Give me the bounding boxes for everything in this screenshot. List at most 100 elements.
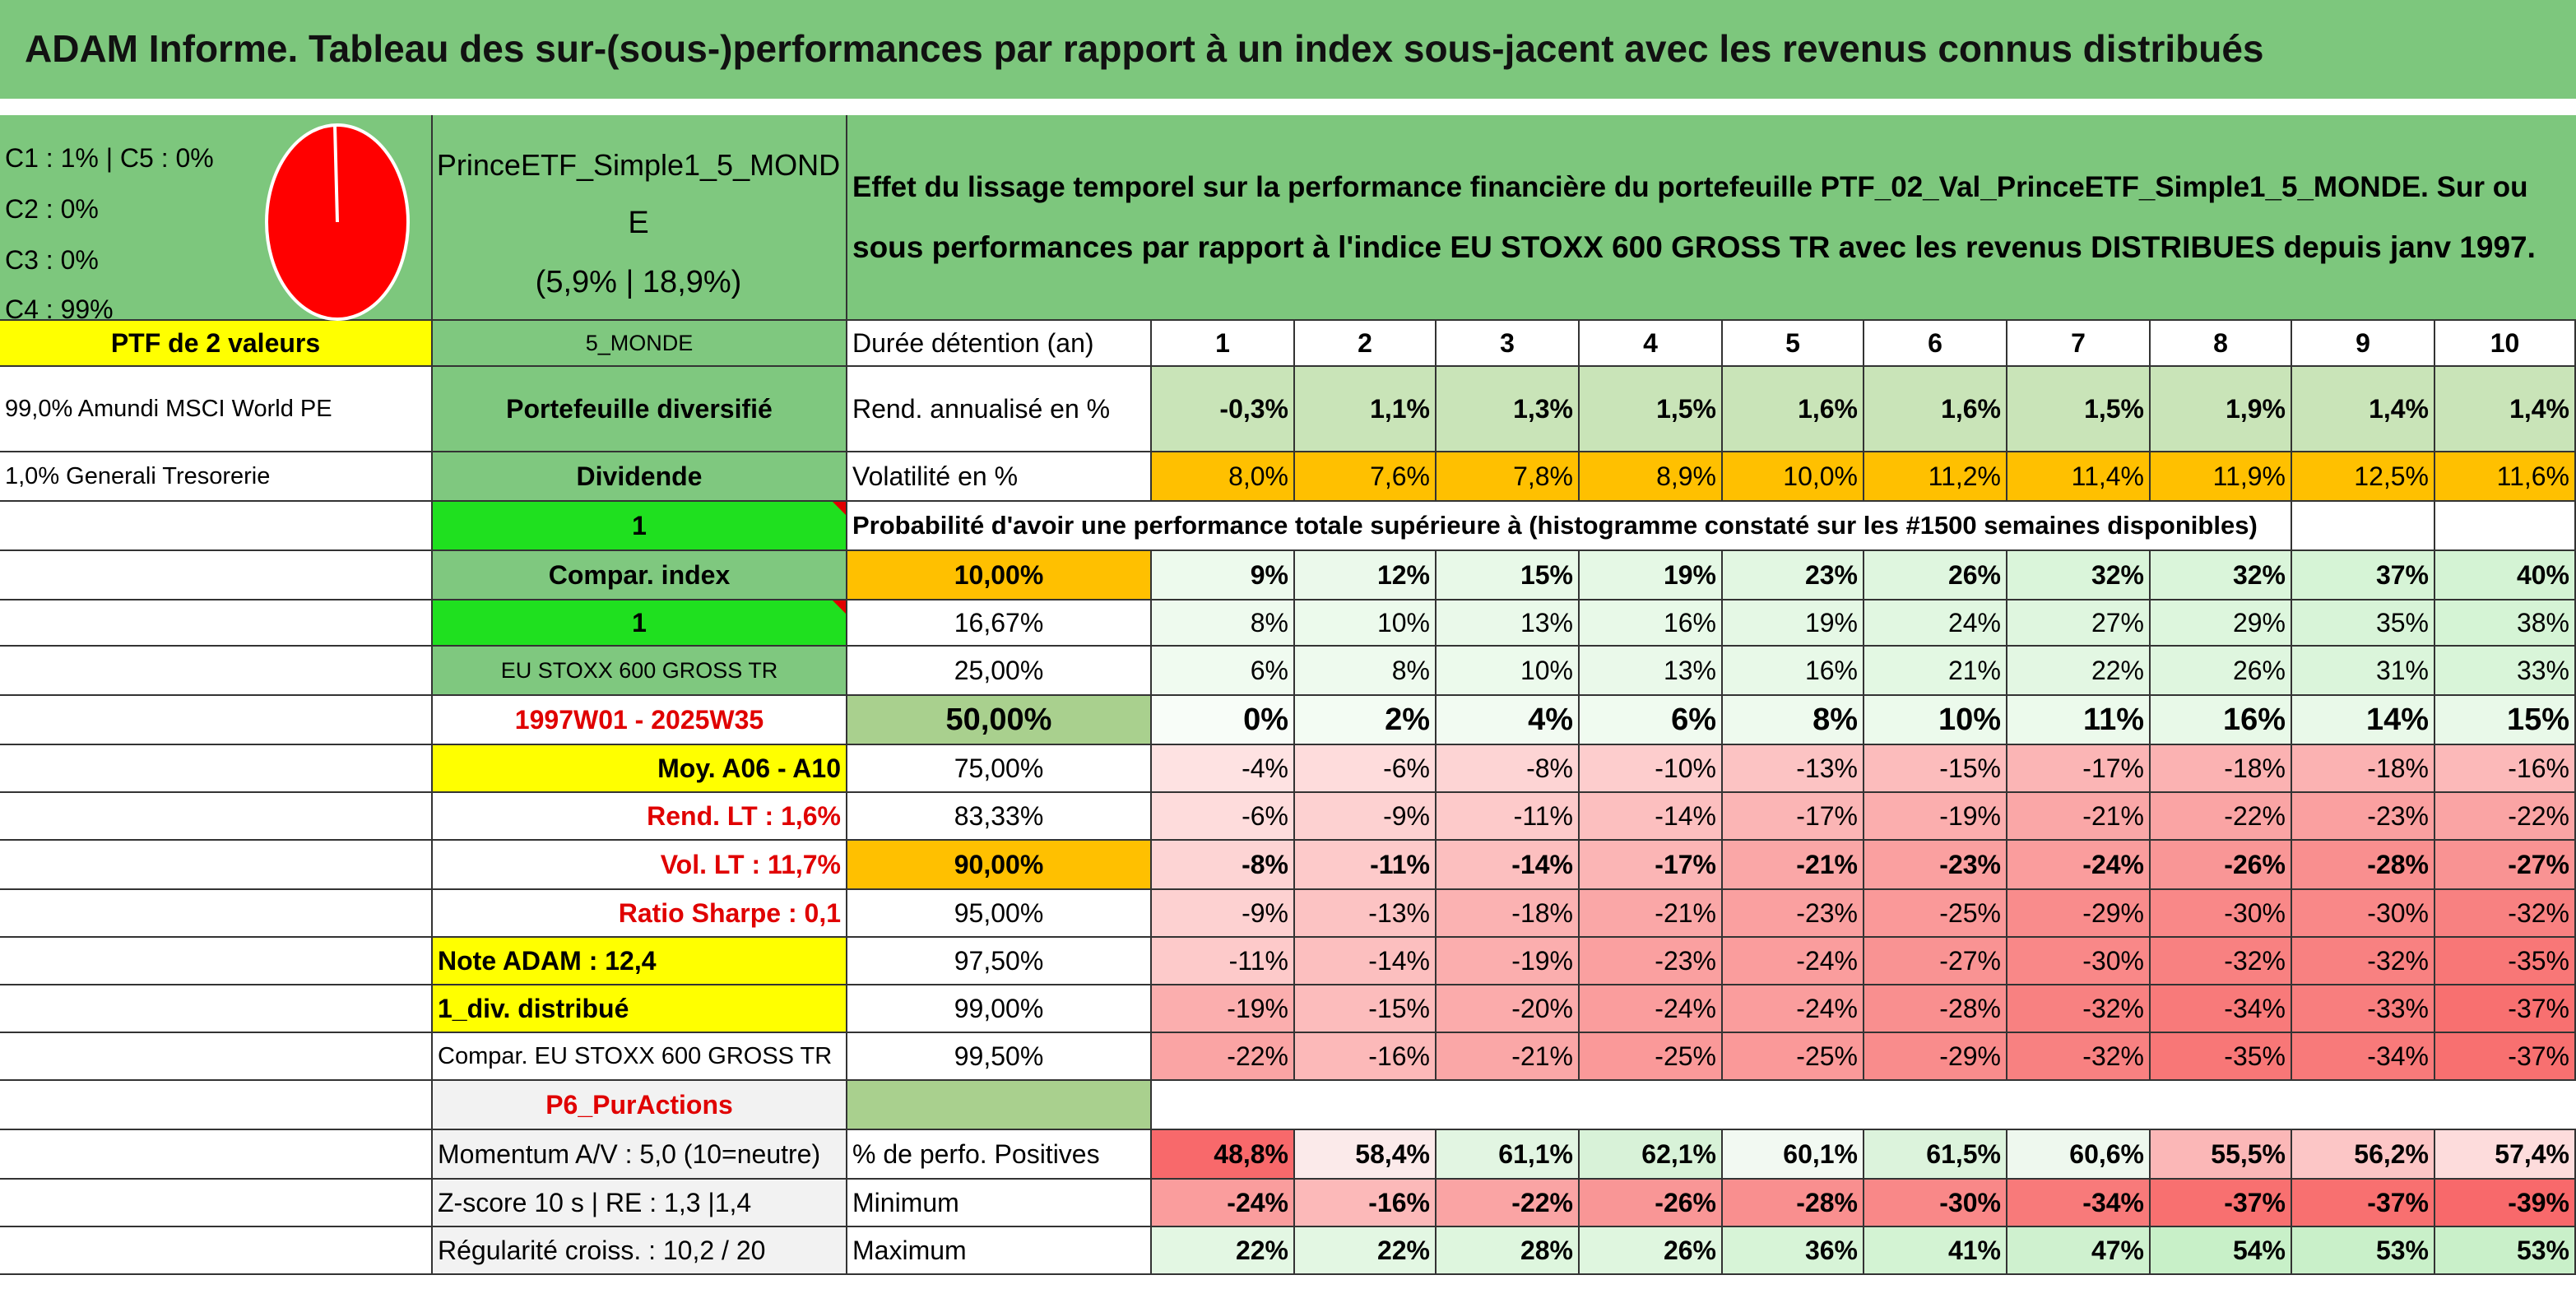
table-cell [2435, 502, 2576, 551]
table-cell: 7,8% [1437, 452, 1580, 502]
table-cell: -11% [1437, 793, 1580, 841]
value-text: 9% [1250, 559, 1288, 590]
table-cell: -4% [1152, 745, 1295, 793]
description-line: Effet du lissage temporel sur la perform… [852, 171, 2528, 203]
table-cell [0, 1033, 433, 1081]
table-cell: 23% [1723, 551, 1864, 600]
table-cell [0, 1180, 433, 1227]
table-cell: 6% [1580, 696, 1723, 745]
cell-text: Portefeuille diversifié [506, 393, 773, 424]
comment-marker [833, 600, 846, 614]
table-cell: -17% [1723, 793, 1864, 841]
table-cell: 12,5% [2292, 452, 2435, 502]
value-text: -16% [1368, 1187, 1430, 1217]
value-text: 16% [1804, 655, 1858, 685]
table-cell: -13% [1295, 890, 1437, 938]
table-cell: -27% [1864, 938, 2007, 985]
cell-text: % de perfo. Positives [852, 1138, 1100, 1169]
value-text: -32% [2508, 897, 2569, 928]
cell-text: 8 [2213, 327, 2228, 358]
table-cell: 22% [2007, 647, 2151, 696]
table-cell: -16% [2435, 745, 2576, 793]
table-cell: 1,5% [1580, 367, 1723, 452]
value-text: -22% [2508, 800, 2569, 831]
table-cell: -22% [1437, 1180, 1580, 1227]
cell-text: 9 [2356, 327, 2370, 358]
table-cell: Vol. LT : 11,7% [433, 841, 847, 890]
table-cell: -24% [2007, 841, 2151, 890]
legend-entry: C2 : 0% [5, 194, 99, 224]
table-cell: 40% [2435, 551, 2576, 600]
value-text: 29% [2232, 607, 2286, 638]
value-text: 26% [1663, 1235, 1716, 1265]
portfolio-line: E [628, 206, 649, 240]
value-text: -17% [1796, 800, 1858, 831]
table-cell: Minimum [847, 1180, 1152, 1227]
cell-text: 83,33% [954, 800, 1044, 831]
value-text: -10% [1655, 753, 1716, 783]
value-text: 0% [1243, 702, 1288, 737]
value-text: -32% [2224, 945, 2286, 976]
value-text: 8,9% [1656, 461, 1716, 491]
cell-text: 97,50% [954, 945, 1044, 976]
table-cell: 13% [1580, 647, 1723, 696]
table-cell: -37% [2435, 1033, 2576, 1081]
table-cell: Compar. EU STOXX 600 GROSS TR [433, 1033, 847, 1081]
table-cell: 29% [2151, 600, 2292, 647]
table-cell: 28% [1437, 1227, 1580, 1275]
table-cell: 27% [2007, 600, 2151, 647]
value-text: -19% [1227, 993, 1288, 1023]
table-cell: 10,0% [1723, 452, 1864, 502]
table-cell: -21% [1723, 841, 1864, 890]
table-cell: 8% [1723, 696, 1864, 745]
cell-text: Moy. A06 - A10 [657, 753, 841, 783]
table-cell: -34% [2151, 985, 2292, 1033]
cell-text: 7 [2071, 327, 2086, 358]
table-cell: -25% [1864, 890, 2007, 938]
table-cell: 22% [1295, 1227, 1437, 1275]
cell-text: Dividende [576, 461, 703, 491]
table-cell: -32% [2007, 1033, 2151, 1081]
comment-marker [833, 502, 846, 515]
table-cell: -28% [1723, 1180, 1864, 1227]
table-cell: -23% [1580, 938, 1723, 985]
value-text: -11% [1513, 800, 1573, 831]
table-cell: 9 [2292, 321, 2435, 367]
value-text: 41% [1947, 1235, 2001, 1265]
table-cell: -8% [1152, 841, 1295, 890]
value-text: -9% [1383, 800, 1430, 831]
cell-text: Régularité croiss. : 10,2 / 20 [438, 1235, 766, 1265]
value-text: -35% [2224, 1041, 2286, 1071]
table-cell [0, 696, 433, 745]
value-text: -37% [2224, 1187, 2286, 1217]
cell-text: 1 [1215, 327, 1230, 358]
value-text: -25% [1655, 1041, 1716, 1071]
value-text: -19% [1511, 945, 1573, 976]
value-text: -23% [1939, 849, 2001, 879]
cell-text: 1 [632, 607, 647, 638]
table-cell: -19% [1864, 793, 2007, 841]
table-cell: 7 [2007, 321, 2151, 367]
value-text: -35% [2508, 945, 2569, 976]
value-text: -8% [1242, 849, 1288, 879]
table-cell: -29% [1864, 1033, 2007, 1081]
value-text: -14% [1511, 849, 1573, 879]
value-text: -26% [2224, 849, 2286, 879]
table-cell: Ratio Sharpe : 0,1 [433, 890, 847, 938]
table-cell [0, 745, 433, 793]
table-cell: -18% [1437, 890, 1580, 938]
value-text: -24% [2082, 849, 2144, 879]
table-cell: -30% [1864, 1180, 2007, 1227]
table-cell: 8% [1295, 647, 1437, 696]
table-cell: 60,1% [1723, 1130, 1864, 1180]
table-cell: 11,4% [2007, 452, 2151, 502]
value-text: 22% [2091, 655, 2144, 685]
value-text: 11,6% [2496, 461, 2569, 491]
value-text: 48,8% [1214, 1138, 1288, 1169]
table-cell: 53% [2435, 1227, 2576, 1275]
table-cell: -11% [1152, 938, 1295, 985]
table-cell: 99,0% Amundi MSCI World PE [0, 367, 433, 452]
value-text: -24% [1796, 945, 1858, 976]
table-cell: 83,33% [847, 793, 1152, 841]
value-text: 15% [1520, 559, 1573, 590]
